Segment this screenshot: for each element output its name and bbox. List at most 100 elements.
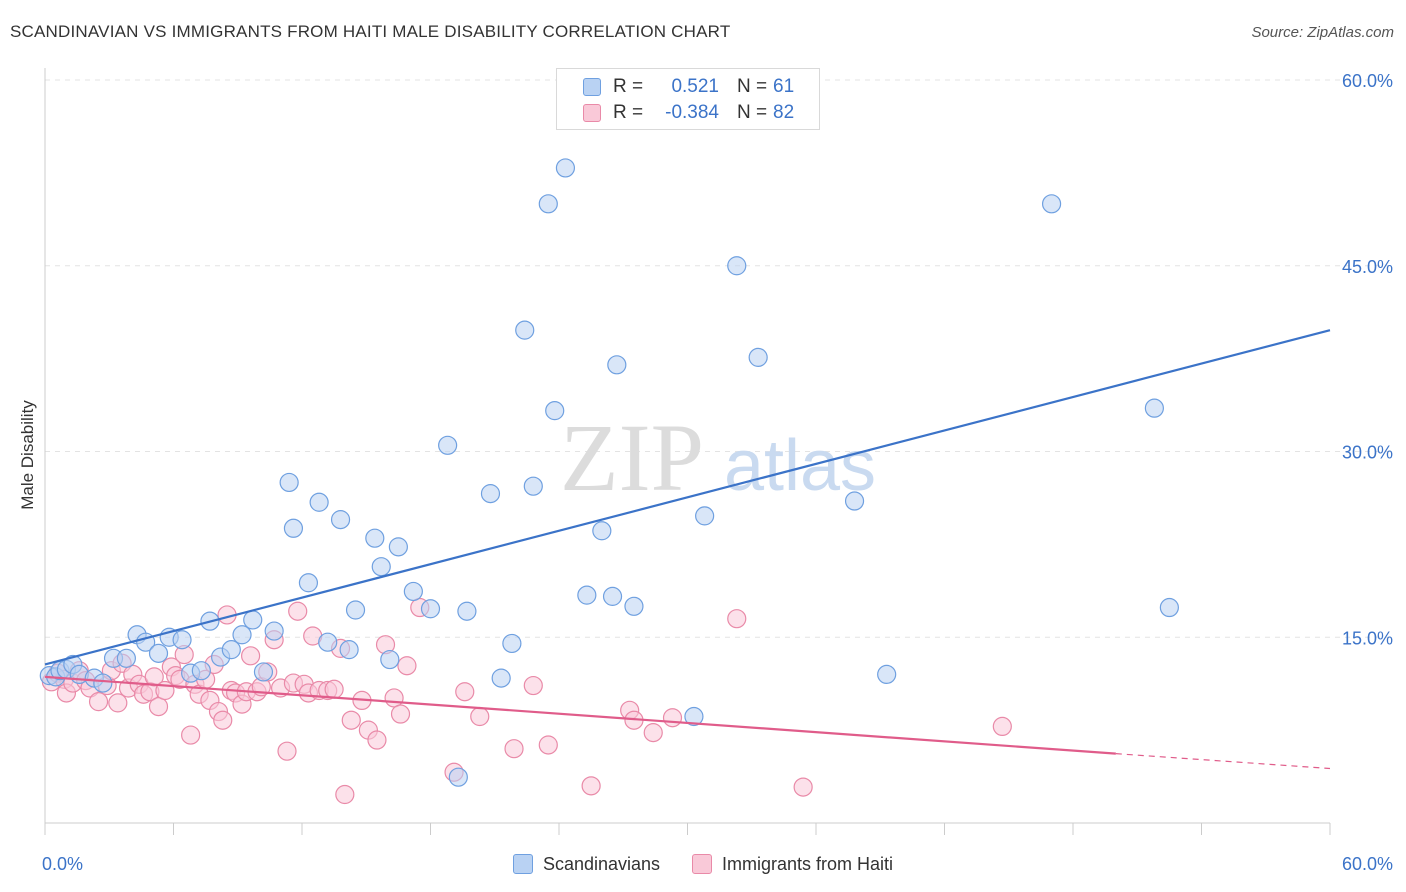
haiti-point [538, 735, 558, 755]
scandinavian-trend-line [44, 329, 1331, 666]
source-credit: Source: ZipAtlas.com [1251, 24, 1394, 41]
haiti-point [108, 693, 128, 713]
scandinavian-point [438, 435, 458, 455]
scandinavian-point [545, 401, 565, 421]
legend-swatch-scandinavians [583, 78, 601, 96]
scandinavian-point [339, 640, 359, 660]
legend-r-value: 0.521 [671, 76, 719, 97]
legend-swatch-haiti [692, 854, 713, 874]
y-tick-label: 30.0% [1342, 443, 1393, 463]
haiti-point [992, 716, 1012, 737]
scandinavian-point [232, 625, 252, 645]
scandinavian-point [1144, 398, 1164, 418]
scandinavian-point [684, 706, 704, 727]
haiti-trend-extension [1115, 753, 1331, 770]
chart-title: SCANDINAVIAN VS IMMIGRANTS FROM HAITI MA… [10, 22, 731, 41]
correlation-legend: R = 0.521 N = 61 R = -0.384 N = 82 [556, 68, 820, 130]
legend-label-haiti: Immigrants from Haiti [722, 853, 894, 874]
legend-n-label: N = [737, 102, 768, 123]
haiti-point [181, 725, 201, 745]
haiti-point [662, 708, 683, 728]
scandinavian-point [602, 586, 623, 606]
scandinavian-point [309, 492, 329, 512]
legend-row-scandinavians: R = 0.521 N = 61 [557, 74, 803, 100]
legend-n-value: 61 [773, 76, 795, 97]
legend-swatch-haiti [583, 104, 601, 122]
scandinavian-point [607, 355, 627, 375]
watermark-zip: ZIP [560, 404, 704, 511]
tick-labels: 15.0% 30.0% 45.0% 60.0% 0.0% 60.0% [42, 71, 1393, 874]
scandinavian-point [243, 610, 263, 630]
haiti-point [341, 710, 361, 730]
scandinavian-point [577, 585, 597, 605]
scandinavian-point [480, 484, 501, 504]
haiti-point [581, 776, 601, 796]
scandinavian-point [221, 640, 241, 660]
scandinavian-point [695, 506, 715, 526]
scandinavian-point [191, 661, 211, 681]
scandinavian-point [330, 510, 351, 530]
scandinavian-point [592, 521, 612, 541]
scandinavian-point [624, 596, 644, 616]
y-tick-label: 60.0% [1342, 71, 1393, 91]
legend-r-label: R = [613, 102, 644, 123]
x-tick-label: 0.0% [42, 854, 83, 874]
y-tick-label: 15.0% [1342, 628, 1393, 648]
haiti-point [241, 646, 261, 666]
scandinavian-point [457, 601, 477, 621]
scandinavian-point [448, 767, 468, 787]
haiti-point [643, 723, 663, 743]
haiti-point [793, 777, 813, 797]
haiti-point [144, 667, 164, 687]
scandinavian-point [727, 256, 747, 276]
haiti-point [324, 679, 344, 699]
haiti-point [504, 739, 524, 759]
legend-label-scandinavians: Scandinavians [542, 853, 661, 874]
scandinavian-point [253, 662, 274, 682]
legend-item-scandinavians[interactable]: Scandinavians [512, 853, 661, 875]
scandinavian-point [502, 633, 522, 654]
scandinavian-point [148, 643, 169, 663]
haiti-point [88, 692, 109, 712]
scandinavian-point [93, 673, 113, 693]
scandinavian-point [371, 557, 391, 577]
scandinavian-point [403, 581, 423, 602]
legend-r-label: R = [613, 76, 644, 97]
scandinavian-point [116, 648, 136, 668]
haiti-point [213, 710, 233, 730]
scandinavian-point [172, 630, 192, 650]
scandinavian-point [1159, 597, 1179, 618]
scandinavian-point [380, 649, 400, 670]
haiti-point [277, 741, 297, 761]
haiti-points [41, 597, 1012, 805]
haiti-trend-line [44, 675, 1116, 755]
scandinavian-point [388, 537, 408, 557]
scandinavian-point [345, 600, 366, 620]
scandinavian-point [1041, 194, 1062, 214]
scandinavian-point [264, 621, 284, 641]
x-tick-label: 60.0% [1342, 854, 1393, 874]
scandinavian-point [555, 158, 576, 178]
gridlines [45, 79, 1395, 638]
scandinavian-point [844, 491, 865, 511]
haiti-point [523, 675, 543, 696]
scandinavian-point [523, 476, 543, 496]
legend-item-haiti[interactable]: Immigrants from Haiti [692, 854, 893, 875]
scandinavian-point [538, 194, 558, 214]
scandinavian-points [39, 158, 1179, 787]
scandinavian-point [365, 528, 385, 548]
legend-n-label: N = [737, 76, 768, 97]
haiti-point [397, 656, 417, 676]
scandinavian-point [298, 573, 319, 593]
haiti-point [288, 601, 308, 621]
haiti-point [384, 688, 404, 708]
axes [44, 68, 1331, 835]
scandinavian-point [748, 347, 768, 367]
haiti-point [390, 704, 411, 724]
scandinavian-point [877, 664, 897, 685]
legend-row-haiti: R = -0.384 N = 82 [557, 100, 803, 126]
scandinavian-point [515, 320, 535, 340]
haiti-point [335, 784, 355, 805]
y-tick-label: 45.0% [1342, 257, 1393, 277]
